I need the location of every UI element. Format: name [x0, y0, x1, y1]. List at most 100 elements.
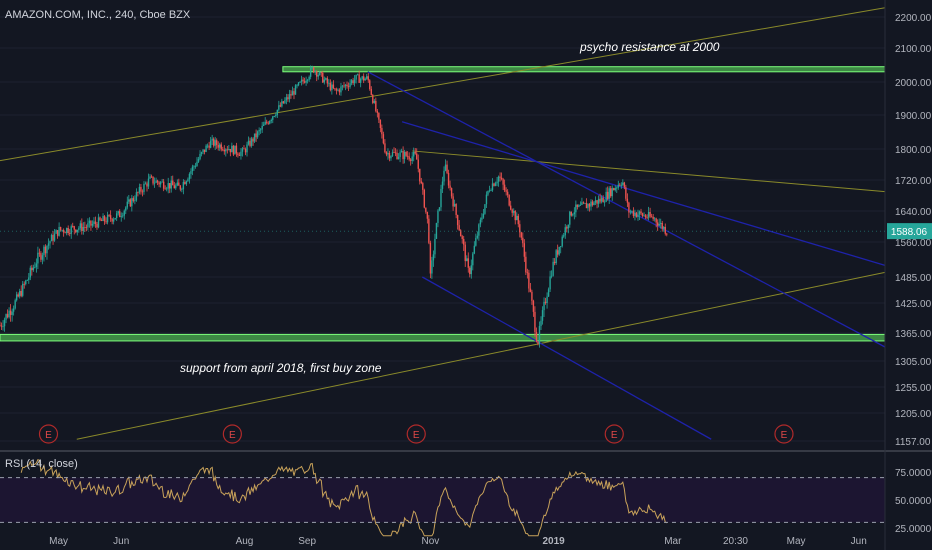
candle-body — [282, 101, 285, 104]
rsi-axis[interactable]: 75.0000 50.0000 25.0000 — [0, 468, 932, 535]
candle-body — [362, 76, 365, 81]
candle-body — [429, 242, 432, 274]
candle-body — [311, 67, 313, 69]
candle-body — [441, 181, 444, 189]
y-tick-label: 2200.00 — [895, 13, 932, 24]
candle-body — [205, 145, 207, 152]
earnings-label: E — [229, 430, 236, 441]
candle-body — [288, 94, 291, 100]
candle-body — [96, 223, 98, 228]
candle-body — [526, 272, 529, 274]
candle-body — [647, 212, 650, 218]
candle-body — [285, 97, 288, 101]
candle-body — [291, 91, 294, 96]
candle-body — [249, 140, 251, 146]
candle-body — [488, 190, 491, 192]
candle-body — [661, 222, 663, 229]
price-zone — [0, 333, 886, 342]
candle-body — [475, 237, 477, 246]
candle-body — [223, 149, 225, 152]
candle-body — [6, 314, 9, 318]
candle-body — [646, 217, 648, 219]
candle-body — [375, 100, 377, 112]
candle-body — [528, 272, 530, 289]
candle-body — [216, 140, 218, 146]
y-axis[interactable]: 2200.00 2100.00 2000.00 1900.00 1800.00 1720.… — [895, 13, 932, 448]
support-annotation[interactable]: support from april 2018, first buy zone — [180, 361, 382, 375]
candle-body — [269, 121, 271, 124]
candle-body — [167, 183, 169, 189]
candle-body — [190, 171, 192, 174]
candle-body — [529, 288, 532, 292]
candle-body — [343, 85, 345, 87]
x-tick-label: Jun — [113, 536, 129, 547]
candle-body — [191, 166, 194, 172]
x-axis[interactable]: May Jun Aug Sep Nov 2019 Mar 20:30 May Jun — [49, 536, 867, 547]
candle-body — [338, 89, 341, 93]
candle-body — [390, 156, 392, 159]
candle-body — [208, 145, 210, 148]
candle-body — [372, 94, 374, 103]
y-tick-label: 2100.00 — [895, 44, 932, 55]
trendlines[interactable] — [0, 7, 886, 440]
candle-body — [414, 152, 416, 154]
candle-body — [61, 230, 63, 231]
candle-body — [509, 205, 512, 210]
candle-body — [459, 230, 462, 237]
candle-body — [175, 185, 177, 189]
candle-body — [655, 218, 657, 223]
candle-body — [82, 226, 85, 232]
candle-body — [426, 211, 429, 219]
candle-body — [222, 149, 224, 151]
candle-body — [514, 211, 516, 221]
candle-body — [170, 180, 172, 189]
candle-body — [143, 183, 145, 192]
candle-body — [158, 182, 160, 185]
y-tick-label: 1900.00 — [895, 111, 932, 122]
candle-body — [328, 82, 330, 84]
candle-body — [209, 140, 212, 148]
candle-body — [173, 185, 175, 189]
candle-body — [385, 152, 388, 155]
candle-body — [22, 283, 24, 296]
candle-body — [196, 161, 198, 167]
y-tick-label: 1485.00 — [895, 273, 932, 284]
candle-body — [179, 185, 182, 190]
rsi-tick-label: 25.0000 — [895, 524, 932, 535]
x-tick-label: 2019 — [543, 536, 566, 547]
candle-body — [226, 149, 229, 151]
candle-body — [466, 258, 468, 262]
candle-body — [340, 86, 342, 93]
candle-body — [217, 145, 219, 148]
candle-body — [478, 224, 480, 236]
candle-body — [88, 220, 91, 224]
candle-body — [58, 226, 60, 236]
candle-body — [653, 218, 656, 220]
candle-body — [162, 181, 165, 189]
candle-body — [567, 224, 569, 229]
y-tick-label: 1720.00 — [895, 176, 932, 187]
candle-body — [64, 232, 66, 234]
x-tick-label: May — [49, 536, 68, 547]
candle-body — [420, 181, 422, 184]
candle-body — [416, 153, 418, 160]
candle-body — [193, 166, 195, 168]
candle-body — [423, 189, 426, 208]
candle-body — [428, 218, 430, 243]
candle-body — [20, 290, 22, 296]
candle-body — [525, 256, 527, 273]
candle-body — [182, 181, 185, 190]
candle-body — [38, 252, 41, 254]
candle-body — [549, 276, 551, 290]
candle-body — [161, 181, 163, 183]
candle-body — [603, 201, 606, 203]
candle-body — [81, 223, 83, 232]
resistance-annotation[interactable]: psycho resistance at 2000 — [579, 40, 720, 54]
candle-body — [49, 241, 51, 244]
candle-body — [326, 78, 329, 84]
candle-body — [135, 192, 138, 201]
candle-body — [111, 218, 113, 222]
candle-body — [369, 80, 371, 90]
